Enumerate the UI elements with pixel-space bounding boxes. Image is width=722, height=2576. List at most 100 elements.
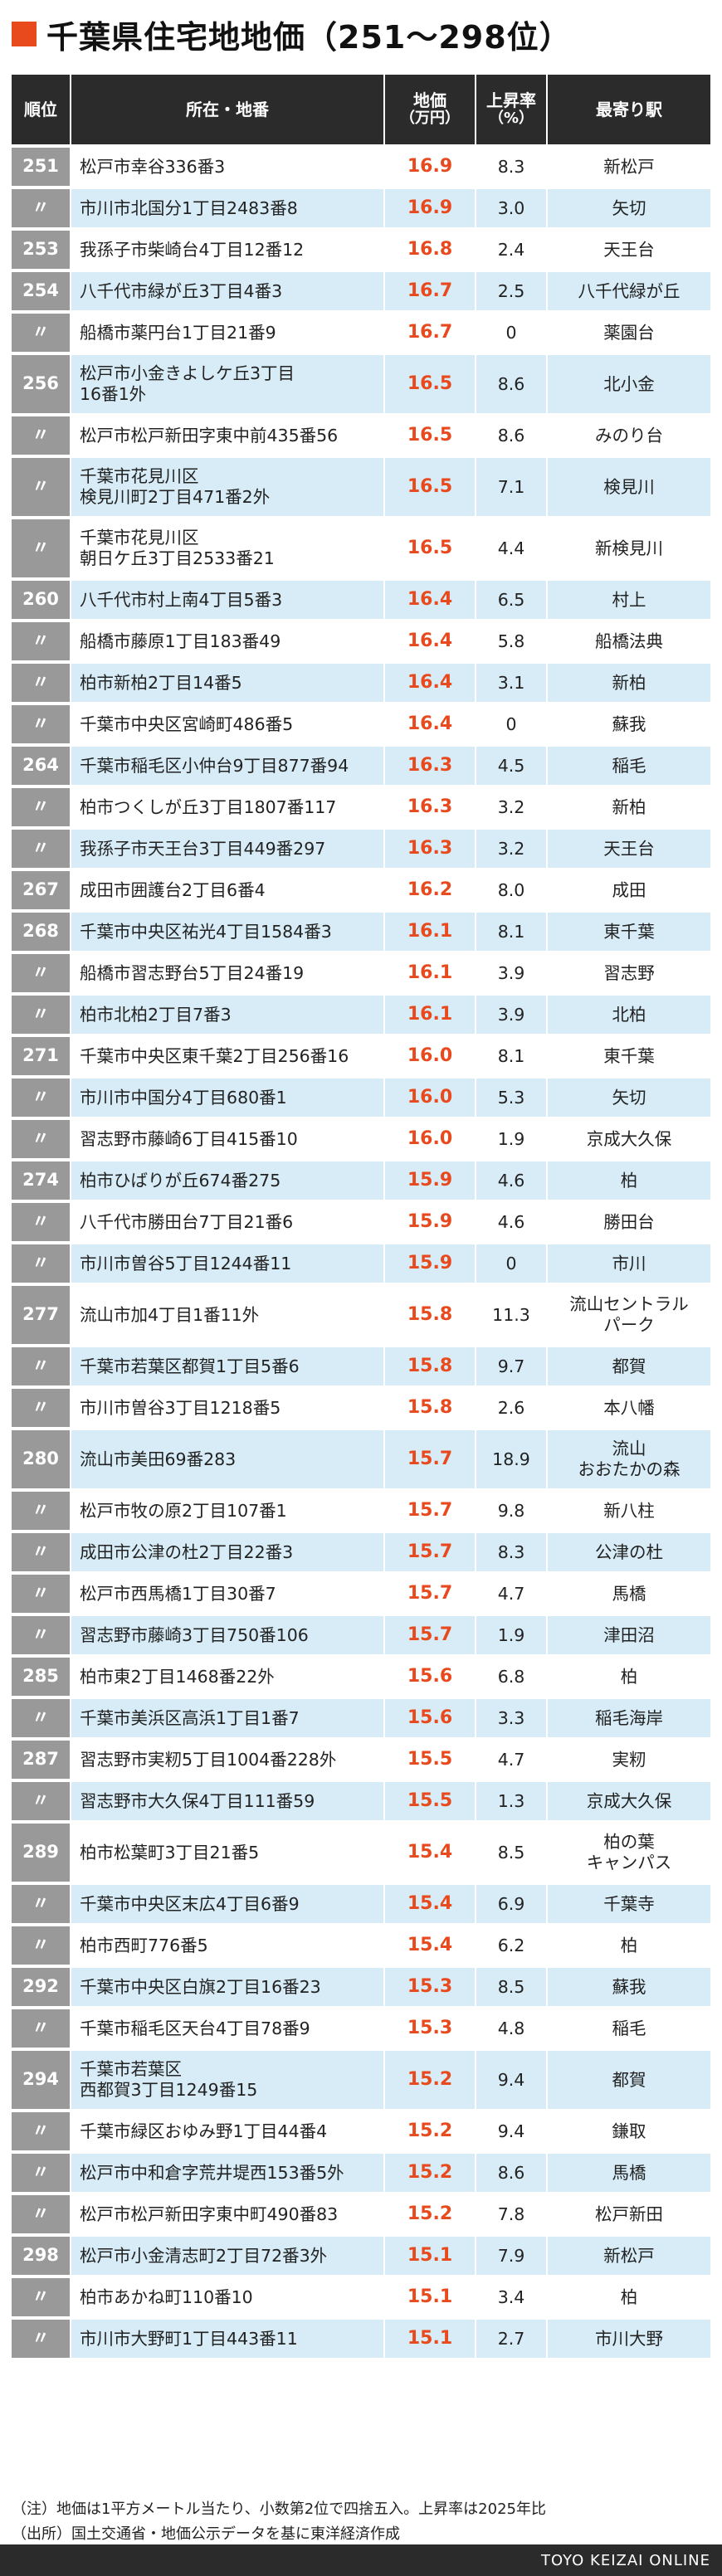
rank-cell: 285 <box>12 1658 70 1696</box>
address-cell: 我孫子市柴崎台4丁目12番12 <box>70 231 383 269</box>
station-cell: 八千代緑が丘 <box>546 272 710 310</box>
station-cell: 東千葉 <box>546 1037 710 1075</box>
table-row: 〃千葉市稲毛区天台4丁目78番9 15.3 4.8 稲毛 <box>12 2009 710 2048</box>
address-cell: 市川市曽谷3丁目1218番5 <box>70 1389 383 1427</box>
table-row: 〃柏市つくしが丘3丁目1807番117 16.3 3.2 新柏 <box>12 788 710 826</box>
price-cell: 15.9 <box>383 1244 475 1283</box>
rank-cell: 〃 <box>12 996 70 1034</box>
table-row: 287 習志野市実籾5丁目1004番228外 15.5 4.7 実籾 <box>12 1741 710 1779</box>
price-cell: 15.1 <box>383 2278 475 2316</box>
station-cell: 検見川 <box>546 458 710 516</box>
address-cell: 柏市つくしが丘3丁目1807番117 <box>70 788 383 826</box>
address-cell: 柏市北柏2丁目7番3 <box>70 996 383 1034</box>
rate-cell: 6.9 <box>475 1885 546 1923</box>
price-cell: 16.5 <box>383 458 475 516</box>
address-cell: 千葉市稲毛区小仲台9丁目877番94 <box>70 747 383 785</box>
rank-cell: 〃 <box>12 1389 70 1427</box>
address-cell: 市川市北国分1丁目2483番8 <box>70 189 383 227</box>
station-cell: 稲毛 <box>546 2009 710 2048</box>
rank-cell: 〃 <box>12 705 70 743</box>
rate-cell: 8.1 <box>475 913 546 951</box>
rate-cell: 0 <box>475 705 546 743</box>
price-cell: 16.5 <box>383 416 475 455</box>
station-cell: 稲毛 <box>546 747 710 785</box>
rank-cell: 〃 <box>12 2320 70 2358</box>
address-cell: 市川市中国分4丁目680番1 <box>70 1079 383 1117</box>
address-cell: 船橋市薬円台1丁目21番9 <box>70 314 383 352</box>
rank-cell: 〃 <box>12 1492 70 1530</box>
price-cell: 16.3 <box>383 788 475 826</box>
price-cell: 15.5 <box>383 1782 475 1820</box>
table-row: 253 我孫子市柴崎台4丁目12番12 16.8 2.4 天王台 <box>12 231 710 269</box>
address-cell: 船橋市藤原1丁目183番49 <box>70 622 383 660</box>
table-row: 〃習志野市藤崎3丁目750番106 15.7 1.9 津田沼 <box>12 1616 710 1654</box>
station-cell: 松戸新田 <box>546 2195 710 2233</box>
address-cell: 柏市松葉町3丁目21番5 <box>70 1824 383 1882</box>
price-cell: 16.7 <box>383 272 475 310</box>
table-row: 292 千葉市中央区白旗2丁目16番23 15.3 8.5 蘇我 <box>12 1968 710 2006</box>
station-cell: 新柏 <box>546 664 710 702</box>
station-cell: 市川 <box>546 1244 710 1283</box>
rank-cell: 〃 <box>12 1616 70 1654</box>
price-cell: 16.1 <box>383 996 475 1034</box>
rank-cell: 〃 <box>12 1699 70 1737</box>
station-cell: 馬橋 <box>546 1575 710 1613</box>
table-row: 〃市川市大野町1丁目443番11 15.1 2.7 市川大野 <box>12 2320 710 2358</box>
price-cell: 15.4 <box>383 1926 475 1965</box>
rate-cell: 8.6 <box>475 2154 546 2192</box>
station-cell: 薬園台 <box>546 314 710 352</box>
rate-cell: 0 <box>475 314 546 352</box>
table-row: 〃成田市公津の杜2丁目22番3 15.7 8.3 公津の杜 <box>12 1533 710 1571</box>
station-cell: 蘇我 <box>546 705 710 743</box>
price-cell: 16.8 <box>383 231 475 269</box>
header-rank: 順位 <box>12 75 70 144</box>
address-cell: 千葉市稲毛区天台4丁目78番9 <box>70 2009 383 2048</box>
rate-cell: 4.8 <box>475 2009 546 2048</box>
address-cell: 千葉市中央区白旗2丁目16番23 <box>70 1968 383 2006</box>
table-row: 〃習志野市大久保4丁目111番59 15.5 1.3 京成大久保 <box>12 1782 710 1820</box>
price-cell: 15.1 <box>383 2237 475 2275</box>
address-cell: 八千代市緑が丘3丁目4番3 <box>70 272 383 310</box>
header-price: 地価 （万円） <box>383 75 475 144</box>
station-cell: 北小金 <box>546 355 710 413</box>
station-cell: 天王台 <box>546 231 710 269</box>
station-cell: 流山セントラル パーク <box>546 1286 710 1344</box>
footnote-note: （注）地価は1平方メートル当たり、小数第2位で四捨五入。上昇率は2025年比 <box>12 2501 546 2518</box>
price-cell: 16.0 <box>383 1037 475 1075</box>
rate-cell: 3.2 <box>475 788 546 826</box>
price-cell: 16.9 <box>383 148 475 186</box>
station-cell: 船橋法典 <box>546 622 710 660</box>
rank-cell: 〃 <box>12 2278 70 2316</box>
station-cell: 東千葉 <box>546 913 710 951</box>
price-cell: 16.2 <box>383 871 475 909</box>
price-cell: 16.4 <box>383 705 475 743</box>
rank-cell: 287 <box>12 1741 70 1779</box>
rate-cell: 1.9 <box>475 1616 546 1654</box>
station-cell: 千葉寺 <box>546 1885 710 1923</box>
address-cell: 我孫子市天王台3丁目449番297 <box>70 830 383 868</box>
price-cell: 15.9 <box>383 1161 475 1200</box>
rate-cell: 2.7 <box>475 2320 546 2358</box>
rank-cell: 280 <box>12 1430 70 1488</box>
table-row: 〃千葉市若葉区都賀1丁目5番6 15.8 9.7 都賀 <box>12 1347 710 1385</box>
rank-cell: 253 <box>12 231 70 269</box>
rate-cell: 9.4 <box>475 2051 546 2109</box>
price-cell: 16.4 <box>383 622 475 660</box>
rate-cell: 3.4 <box>475 2278 546 2316</box>
table-row: 254 八千代市緑が丘3丁目4番3 16.7 2.5 八千代緑が丘 <box>12 272 710 310</box>
rank-cell: 〃 <box>12 1244 70 1283</box>
station-cell: 鎌取 <box>546 2112 710 2150</box>
rate-cell: 3.9 <box>475 996 546 1034</box>
price-cell: 16.9 <box>383 189 475 227</box>
rank-cell: 277 <box>12 1286 70 1344</box>
rank-cell: 256 <box>12 355 70 413</box>
table-row: 〃千葉市花見川区 検見川町2丁目471番2外 16.5 7.1 検見川 <box>12 458 710 516</box>
table-row: 〃柏市新柏2丁目14番5 16.4 3.1 新柏 <box>12 664 710 702</box>
address-cell: 習志野市藤崎3丁目750番106 <box>70 1616 383 1654</box>
address-cell: 市川市大野町1丁目443番11 <box>70 2320 383 2358</box>
rate-cell: 4.6 <box>475 1161 546 1200</box>
rank-cell: 〃 <box>12 519 70 577</box>
rank-cell: 289 <box>12 1824 70 1882</box>
rate-cell: 3.1 <box>475 664 546 702</box>
station-cell: 新松戸 <box>546 2237 710 2275</box>
